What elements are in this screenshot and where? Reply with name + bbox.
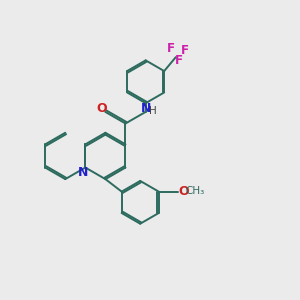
Text: N: N <box>140 102 151 115</box>
Text: F: F <box>167 42 174 55</box>
Text: O: O <box>96 102 107 116</box>
Text: H: H <box>149 106 157 116</box>
Text: N: N <box>78 166 88 179</box>
Text: F: F <box>176 54 183 67</box>
Text: CH₃: CH₃ <box>185 186 204 196</box>
Text: O: O <box>178 184 189 197</box>
Text: F: F <box>181 44 189 57</box>
